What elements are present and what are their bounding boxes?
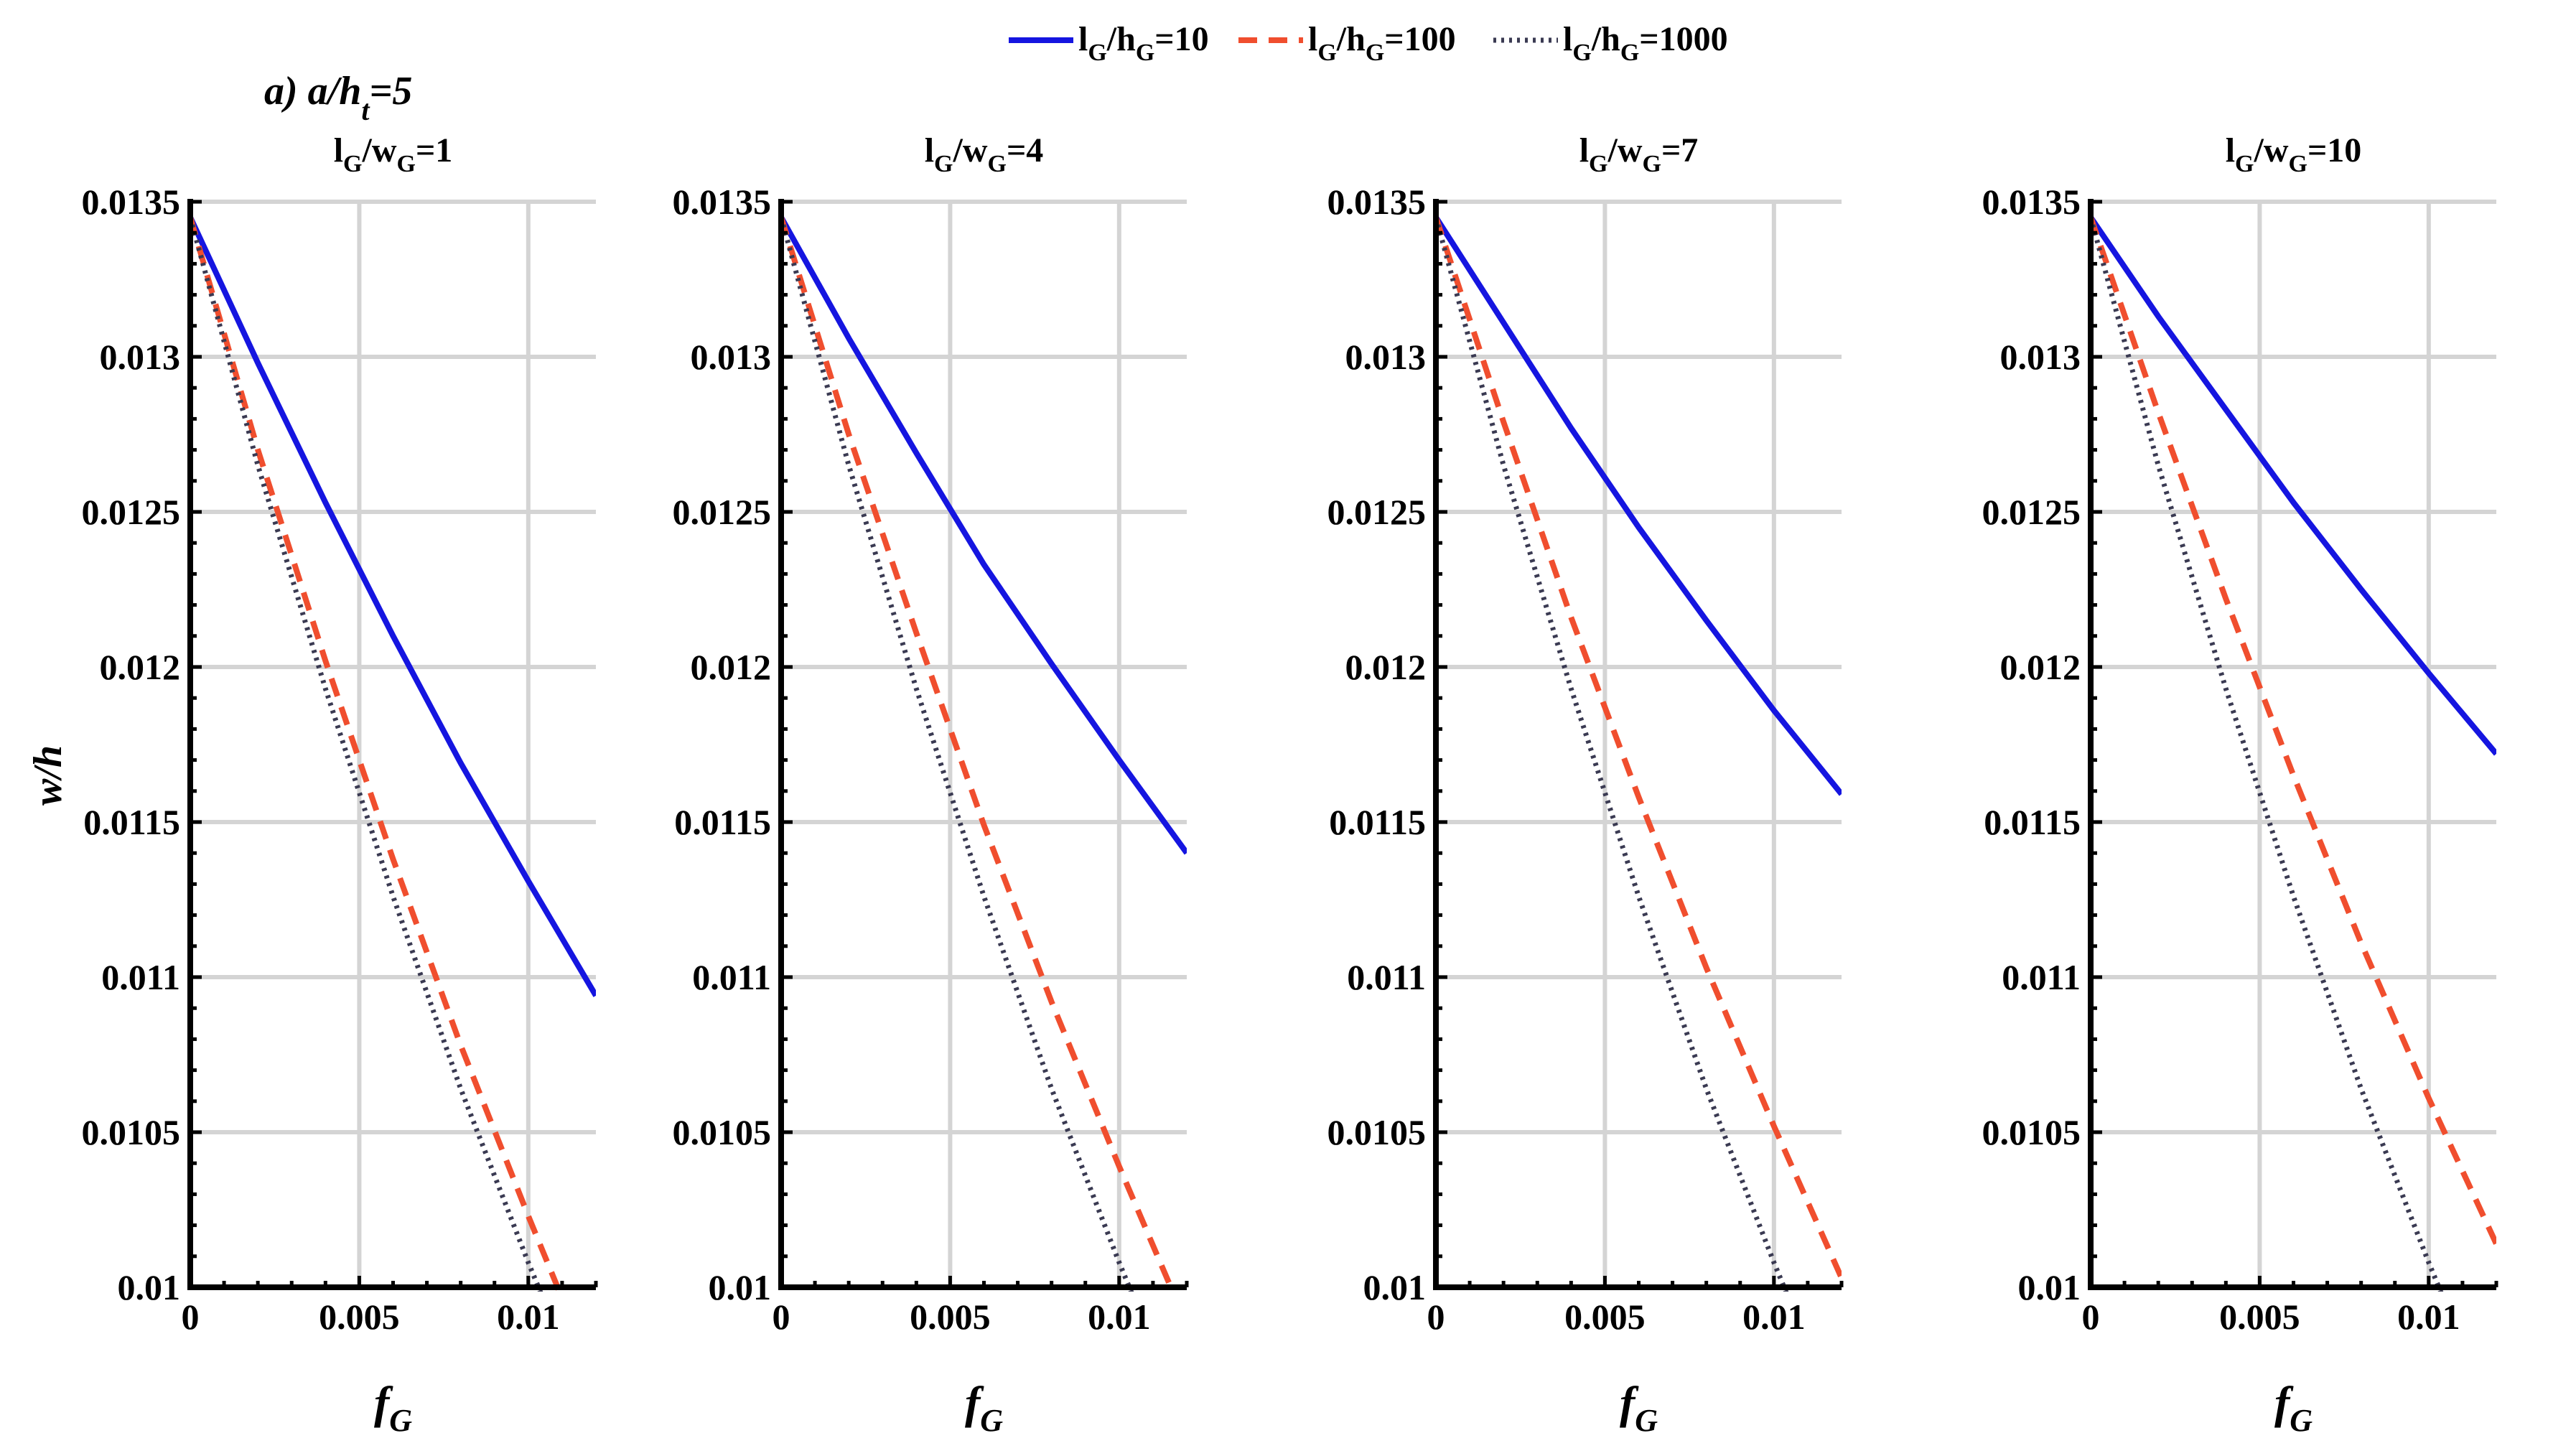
y-tick-label: 0.0115 xyxy=(83,802,180,842)
y-tick-label: 0.01 xyxy=(2018,1267,2081,1307)
y-tick-label: 0.0135 xyxy=(1982,182,2081,222)
panel-title: lG/wG=1 xyxy=(334,131,453,177)
y-tick-label: 0.013 xyxy=(1345,337,1427,377)
y-tick-label: 0.0115 xyxy=(674,802,771,842)
y-tick-label: 0.0135 xyxy=(1327,182,1427,222)
series-line-lg-hg-1000 xyxy=(190,216,543,1292)
series-line-lg-hg-100 xyxy=(1436,216,1842,1279)
y-tick-label: 0.0105 xyxy=(82,1112,181,1152)
y-tick-label: 0.0125 xyxy=(673,492,772,532)
y-tick-label: 0.0115 xyxy=(1329,802,1426,842)
legend: lG/hG=10 lG/hG=100 lG/hG=1000 xyxy=(1009,20,1728,66)
x-tick-label: 0 xyxy=(2082,1297,2100,1337)
panel-title: lG/wG=4 xyxy=(925,131,1044,177)
x-tick-label: 0.005 xyxy=(2219,1297,2300,1337)
y-tick-label: 0.013 xyxy=(2000,337,2081,377)
series-line-lg-hg-1000 xyxy=(2091,216,2444,1292)
y-tick-label: 0.0115 xyxy=(1984,802,2081,842)
y-tick-label: 0.011 xyxy=(2002,957,2081,997)
x-axis-title: fG xyxy=(965,1377,1003,1438)
panel-title: lG/wG=7 xyxy=(1579,131,1699,177)
y-tick-label: 0.01 xyxy=(709,1267,772,1307)
y-tick-label: 0.0125 xyxy=(1982,492,2081,532)
y-tick-label: 0.013 xyxy=(100,337,181,377)
y-tick-label: 0.0105 xyxy=(673,1112,772,1152)
figure-label: a) a/ht=5 xyxy=(264,69,412,126)
series-line-lg-hg-100 xyxy=(2091,216,2496,1246)
y-tick-label: 0.0135 xyxy=(82,182,181,222)
y-tick-label: 0.0125 xyxy=(1327,492,1427,532)
y-tick-label: 0.0105 xyxy=(1327,1112,1427,1152)
legend-label-3: lG/hG=1000 xyxy=(1563,20,1728,66)
chart-panel-4: 0.01 0.0105 0.011 0.0115 0.012 0.0125 0.013 0.0… xyxy=(1982,131,2498,1438)
series-line-lg-hg-1000 xyxy=(781,216,1134,1292)
x-axis-title: fG xyxy=(1620,1377,1658,1438)
y-tick-label: 0.01 xyxy=(118,1267,181,1307)
y-tick-label: 0.013 xyxy=(691,337,772,377)
legend-label-2: lG/hG=100 xyxy=(1308,20,1456,66)
x-tick-label: 0.005 xyxy=(1564,1297,1646,1337)
y-tick-label: 0.01 xyxy=(1363,1267,1427,1307)
x-tick-label: 0 xyxy=(1427,1297,1445,1337)
x-tick-label: 0.01 xyxy=(2397,1297,2460,1337)
chart-panel-3: 0.01 0.0105 0.011 0.0115 0.012 0.0125 0.013 0.0… xyxy=(1327,131,1844,1438)
x-tick-label: 0.01 xyxy=(497,1297,560,1337)
x-tick-label: 0.01 xyxy=(1088,1297,1151,1337)
series-line-lg-hg-100 xyxy=(190,216,563,1292)
series-line-lg-hg-10 xyxy=(1436,215,1842,796)
series-line-lg-hg-100 xyxy=(781,216,1176,1292)
y-tick-label: 0.012 xyxy=(2000,647,2081,687)
x-tick-label: 0.005 xyxy=(910,1297,991,1337)
series-line-lg-hg-10 xyxy=(190,215,596,997)
series-line-lg-hg-10 xyxy=(781,215,1187,855)
panel-title: lG/wG=10 xyxy=(2226,131,2362,177)
x-tick-label: 0.01 xyxy=(1742,1297,1806,1337)
series-line-lg-hg-1000 xyxy=(1436,216,1789,1292)
series-line-lg-hg-10 xyxy=(2091,215,2496,756)
y-tick-label: 0.0125 xyxy=(82,492,181,532)
x-axis-title: fG xyxy=(2274,1377,2313,1438)
legend-label-1: lG/hG=10 xyxy=(1078,20,1209,66)
chart-panels: 0.01 0.0105 0.011 0.0115 0.012 0.0125 0.013 0.0… xyxy=(82,131,2498,1438)
x-tick-label: 0 xyxy=(773,1297,790,1337)
y-axis-title: w/h xyxy=(26,745,70,806)
y-tick-label: 0.011 xyxy=(692,957,771,997)
chart-panel-2: 0.01 0.0105 0.011 0.0115 0.012 0.0125 0.013 0.0… xyxy=(673,131,1189,1438)
y-tick-label: 0.0135 xyxy=(673,182,772,222)
y-tick-label: 0.012 xyxy=(691,647,772,687)
y-tick-label: 0.011 xyxy=(1347,957,1426,997)
y-tick-label: 0.011 xyxy=(101,957,180,997)
y-tick-label: 0.012 xyxy=(100,647,181,687)
y-tick-label: 0.012 xyxy=(1345,647,1427,687)
y-tick-label: 0.0105 xyxy=(1982,1112,2081,1152)
x-axis-title: fG xyxy=(374,1377,412,1438)
chart-panel-1: 0.01 0.0105 0.011 0.0115 0.012 0.0125 0.013 0.0… xyxy=(82,131,598,1438)
x-tick-label: 0.005 xyxy=(319,1297,400,1337)
x-tick-label: 0 xyxy=(182,1297,200,1337)
